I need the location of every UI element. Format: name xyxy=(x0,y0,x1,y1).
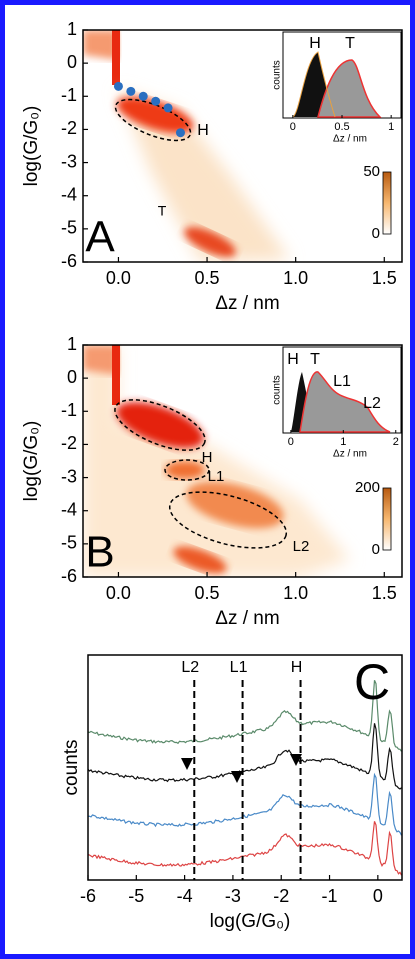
annotation: L2 xyxy=(293,538,310,555)
x-tick-label: 0.5 xyxy=(195,268,220,288)
x-tick-label: 0.5 xyxy=(195,583,220,603)
trace xyxy=(87,680,402,752)
x-tick-label: 0.0 xyxy=(106,583,131,603)
x-tick-label: -4 xyxy=(177,886,193,906)
region-outline xyxy=(114,399,206,451)
data-point xyxy=(126,86,136,96)
inset-b-histogram xyxy=(282,346,402,434)
x-axis-label: Δz / nm xyxy=(215,293,279,314)
inset-x-tick-label: 0 xyxy=(290,121,296,133)
inset-x-tick-label: 0.5 xyxy=(334,121,349,133)
inset-annotation: H xyxy=(287,351,299,368)
y-tick-label: -3 xyxy=(61,466,77,486)
data-point xyxy=(163,103,173,113)
x-tick-label: 1.0 xyxy=(283,268,308,288)
arrow xyxy=(181,758,193,770)
y-tick-label: 1 xyxy=(67,334,77,354)
annotation: H xyxy=(202,449,213,466)
x-tick-label: 0 xyxy=(373,886,383,906)
inset-x-tick-label: 0 xyxy=(288,436,294,448)
annotation: L1 xyxy=(208,468,225,485)
conductance-histograms xyxy=(87,680,403,876)
annotation: A xyxy=(85,213,115,262)
inset-x-tick-label: 2 xyxy=(393,436,399,448)
colorbar-label: 0 xyxy=(372,225,380,242)
x-tick-label: -3 xyxy=(225,886,241,906)
inset-x-label: Δz / nm xyxy=(333,449,367,460)
plot-frame xyxy=(82,29,403,263)
inset-y-label: counts xyxy=(272,375,283,404)
colorbar-label: 50 xyxy=(363,163,380,180)
inset-annotation: L1 xyxy=(333,373,351,390)
colorbar-label: 0 xyxy=(372,541,380,558)
region-outline xyxy=(168,491,288,549)
data-point xyxy=(175,128,185,138)
colorbar xyxy=(382,171,392,235)
annotation: H xyxy=(197,122,209,139)
y-tick-label: -6 xyxy=(61,566,77,586)
x-tick-label: 1.5 xyxy=(372,583,397,603)
region-outline xyxy=(114,98,192,142)
data-point xyxy=(113,81,123,91)
plot-frame xyxy=(82,344,403,578)
inset-x-tick-label: 1 xyxy=(340,436,346,448)
y-tick-label: -4 xyxy=(61,184,77,204)
inset-annotation: H xyxy=(309,35,321,52)
marker-label: H xyxy=(291,659,303,676)
y-tick-label: -3 xyxy=(61,151,77,171)
inset-x-label: Δz / nm xyxy=(333,134,367,145)
y-axis-label: counts xyxy=(61,740,82,796)
y-tick-label: -6 xyxy=(61,251,77,271)
y-axis-label: log(G/G₀) xyxy=(21,421,42,502)
marker-label: L2 xyxy=(181,659,199,676)
y-tick-label: -5 xyxy=(61,218,77,238)
x-tick-label: -1 xyxy=(322,886,338,906)
y-tick-label: 0 xyxy=(67,367,77,387)
inset-x-tick-label: 1 xyxy=(388,121,394,133)
marker-label: L1 xyxy=(230,659,248,676)
trace xyxy=(87,821,403,876)
annotation: C xyxy=(354,654,390,710)
x-axis-label: Δz / nm xyxy=(215,608,279,629)
trace xyxy=(87,772,403,836)
inset-annotation: L2 xyxy=(363,395,381,412)
annotation: B xyxy=(85,528,114,577)
x-tick-label: -2 xyxy=(273,886,289,906)
annotation: T xyxy=(158,203,167,219)
region-outline xyxy=(164,459,210,481)
x-tick-label: -6 xyxy=(80,886,96,906)
y-axis-label: log(G/G₀) xyxy=(21,106,42,187)
data-point xyxy=(138,91,148,101)
density-b xyxy=(83,345,350,577)
arrow xyxy=(290,754,302,766)
x-tick-label: 1.5 xyxy=(372,268,397,288)
inset-annotation: T xyxy=(310,351,320,368)
x-tick-label: 0.0 xyxy=(106,268,131,288)
x-tick-label: -5 xyxy=(128,886,144,906)
x-axis-label: log(G/G₀) xyxy=(210,911,291,932)
colorbar xyxy=(382,487,392,551)
arrow xyxy=(231,771,243,783)
density-a xyxy=(83,30,290,262)
x-tick-label: 1.0 xyxy=(283,583,308,603)
y-tick-label: -2 xyxy=(61,118,77,138)
y-tick-label: -4 xyxy=(61,499,77,519)
y-tick-label: -1 xyxy=(61,85,77,105)
data-point xyxy=(151,96,161,106)
plot-frame xyxy=(87,654,403,881)
y-tick-label: -1 xyxy=(61,400,77,420)
inset-a-histogram xyxy=(282,31,402,119)
inset-annotation: T xyxy=(345,35,355,52)
colorbar-label: 200 xyxy=(355,479,380,496)
y-tick-label: 0 xyxy=(67,52,77,72)
trace xyxy=(87,723,402,790)
y-tick-label: -5 xyxy=(61,533,77,553)
inset-y-label: counts xyxy=(272,60,283,89)
y-tick-label: 1 xyxy=(67,19,77,39)
y-tick-label: -2 xyxy=(61,433,77,453)
